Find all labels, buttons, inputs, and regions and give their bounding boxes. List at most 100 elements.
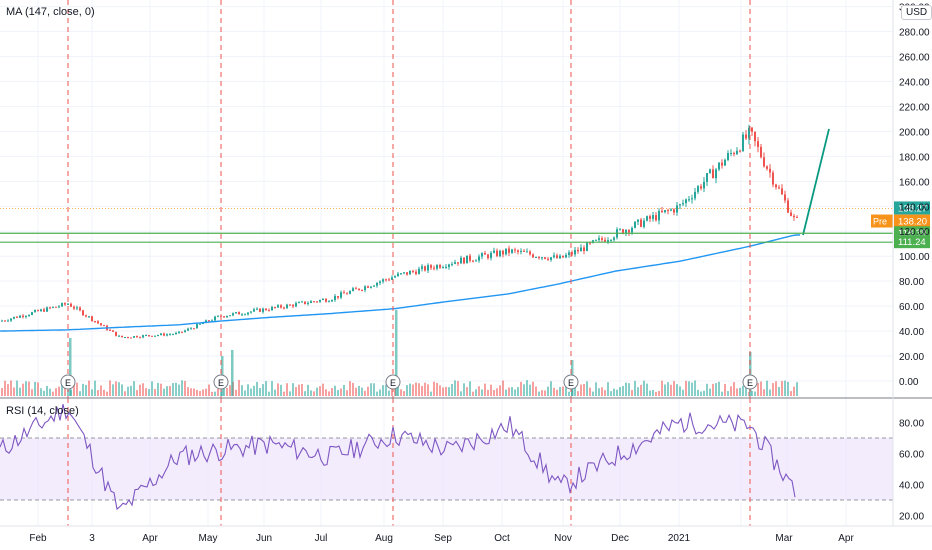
volume-bar [481, 389, 483, 396]
volume-bar [697, 389, 699, 396]
volume-bar [547, 386, 549, 396]
candle-body [634, 221, 636, 228]
candle-body [391, 277, 393, 280]
volume-bar [649, 390, 651, 396]
candle-body [511, 249, 513, 253]
candle-body [175, 332, 177, 335]
candle-body [247, 312, 249, 315]
candle-body [715, 169, 717, 179]
volume-bar [424, 382, 426, 396]
candle-body [67, 303, 69, 305]
volume-bar [541, 390, 543, 396]
candle-body [19, 315, 21, 318]
volume-bar [676, 384, 678, 396]
volume-bar [106, 391, 108, 396]
volume-bar [778, 386, 780, 396]
volume-bar [796, 382, 798, 396]
candle-body [577, 249, 579, 252]
candle-body [559, 255, 561, 259]
candle-body [208, 320, 210, 322]
volume-bar [454, 380, 456, 396]
candle-body [418, 268, 420, 275]
price-tick-label: 180.00 [899, 152, 930, 163]
candle-body [742, 134, 744, 151]
candle-body [613, 237, 615, 240]
volume-bar [691, 382, 693, 396]
volume-bar [4, 380, 6, 396]
price-tick-label: 200.00 [899, 127, 930, 138]
volume-bar [631, 390, 633, 396]
volume-bar [727, 391, 729, 396]
volume-bar [412, 384, 414, 396]
volume-bar [112, 384, 114, 396]
ma-indicator-label[interactable]: MA (147, close, 0) [6, 6, 95, 18]
volume-bar [286, 383, 288, 396]
candle-body [244, 314, 246, 316]
volume-bar [76, 382, 78, 396]
volume-bar [562, 386, 564, 396]
candle-body [70, 303, 72, 307]
volume-bar [172, 383, 174, 396]
volume-bar [769, 389, 771, 396]
volume-bar [475, 389, 477, 396]
candle-body [286, 304, 288, 308]
volume-bar [79, 391, 81, 396]
candle-body [469, 255, 471, 261]
candle-body [139, 337, 141, 339]
volume-bar [130, 385, 132, 396]
volume-bar [670, 384, 672, 396]
volume-bar [640, 384, 642, 396]
candle-body [292, 304, 294, 307]
volume-bar [775, 381, 777, 396]
candle-body [748, 127, 750, 139]
volume-bar [487, 389, 489, 396]
candle-body [373, 285, 375, 287]
rsi-line [0, 403, 796, 511]
volume-bar [319, 386, 321, 396]
candle-body [784, 194, 786, 201]
price-tag-label: 138.27 [898, 203, 927, 214]
candle-body [583, 247, 585, 252]
volume-bar [94, 380, 96, 396]
volume-bar [724, 383, 726, 396]
time-axis-label: Apr [838, 533, 854, 544]
volume-bar [616, 389, 618, 396]
earnings-marker-label: E [747, 378, 753, 388]
volume-bar [535, 386, 537, 396]
candle-body [499, 250, 501, 257]
volume-bar [298, 384, 300, 396]
candle-body [265, 308, 267, 311]
time-axis-label: May [199, 533, 218, 544]
candle-body [529, 251, 531, 255]
rsi-line-group [0, 403, 796, 511]
volume-bar [448, 387, 450, 396]
candle-body [187, 328, 189, 331]
volume-bar [745, 381, 747, 396]
candle-body [382, 279, 384, 282]
pre-market-prefix-label: Pre [873, 217, 887, 227]
volume-bar [490, 384, 492, 396]
volume-bar [1, 388, 3, 396]
time-axis-label: Nov [554, 533, 572, 544]
earnings-marker [742, 374, 758, 390]
volume-bar [82, 383, 84, 396]
volume-bar [700, 391, 702, 396]
volume-bar [610, 391, 612, 396]
candle-body [214, 316, 216, 321]
volume-bar [37, 382, 39, 396]
volume-bar [667, 382, 669, 396]
candle-body [271, 307, 273, 311]
volume-bar [211, 391, 213, 396]
candle-body [370, 286, 372, 288]
currency-badge[interactable]: USD [901, 5, 932, 20]
volume-bar [565, 385, 567, 396]
candle-body [787, 200, 789, 213]
candle-body [688, 199, 690, 201]
volume-bar [28, 381, 30, 396]
earnings-marker-label: E [390, 378, 396, 388]
rsi-indicator-label[interactable]: RSI (14, close) [6, 405, 79, 417]
candle-body [622, 229, 624, 234]
volume-bar [235, 389, 237, 396]
volume-bar [433, 381, 435, 396]
